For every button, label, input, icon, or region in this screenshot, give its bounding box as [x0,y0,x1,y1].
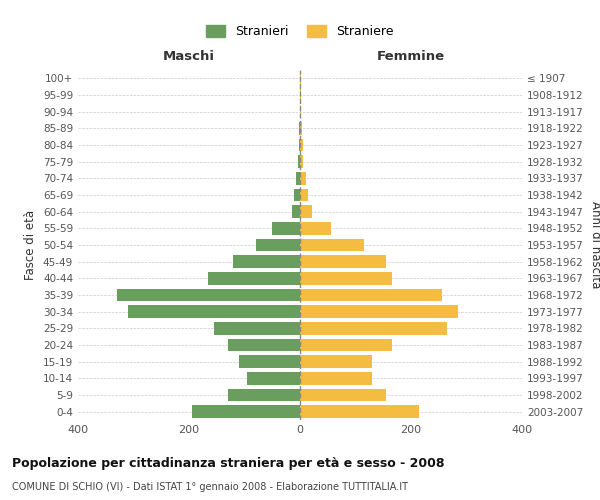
Bar [117,289,300,301]
Text: Maschi: Maschi [163,50,215,63]
Bar [300,222,331,234]
Bar [300,389,386,401]
Bar [300,356,372,368]
Bar [214,322,300,334]
Bar [300,138,303,151]
Y-axis label: Anni di nascita: Anni di nascita [589,202,600,288]
Bar [256,239,300,251]
Bar [300,188,308,201]
Bar [300,372,372,384]
Bar [128,306,300,318]
Bar [298,156,300,168]
Bar [300,256,386,268]
Bar [239,356,300,368]
Text: Femmine: Femmine [377,50,445,63]
Bar [300,156,303,168]
Y-axis label: Fasce di età: Fasce di età [25,210,37,280]
Bar [300,289,442,301]
Bar [228,339,300,351]
Bar [228,389,300,401]
Bar [300,239,364,251]
Bar [247,372,300,384]
Bar [300,172,305,184]
Bar [300,122,302,134]
Bar [272,222,300,234]
Legend: Stranieri, Straniere: Stranieri, Straniere [202,20,398,44]
Text: Popolazione per cittadinanza straniera per età e sesso - 2008: Popolazione per cittadinanza straniera p… [12,458,445,470]
Bar [300,206,312,218]
Bar [192,406,300,418]
Bar [295,188,300,201]
Bar [208,272,300,284]
Bar [296,172,300,184]
Bar [300,322,447,334]
Bar [300,339,392,351]
Bar [300,406,419,418]
Bar [299,138,300,151]
Text: COMUNE DI SCHIO (VI) - Dati ISTAT 1° gennaio 2008 - Elaborazione TUTTITALIA.IT: COMUNE DI SCHIO (VI) - Dati ISTAT 1° gen… [12,482,408,492]
Bar [300,106,301,118]
Bar [233,256,300,268]
Bar [292,206,300,218]
Bar [300,272,392,284]
Bar [300,306,458,318]
